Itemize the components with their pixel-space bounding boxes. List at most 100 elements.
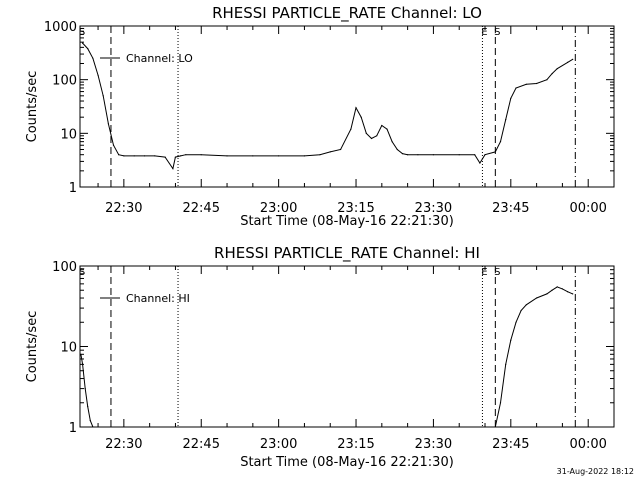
data-point — [118, 154, 120, 156]
data-point — [561, 288, 564, 290]
event-marker-label: S — [494, 267, 500, 278]
data-point — [80, 353, 82, 355]
x-tick-label: 23:45 — [492, 201, 529, 216]
data-point — [92, 57, 94, 59]
y-tick-label: 10 — [60, 127, 77, 142]
data-point — [505, 119, 507, 121]
data-point — [180, 155, 182, 157]
data-point — [551, 73, 553, 75]
x-tick-label: 23:15 — [337, 201, 374, 216]
x-tick-label: 22:30 — [105, 201, 142, 216]
data-point — [417, 154, 419, 156]
data-point — [355, 107, 357, 109]
data-point — [386, 128, 388, 130]
chart-panel-hi: RHESSI PARTICLE_RATE Channel: HI 1 10 100 22… — [25, 244, 615, 470]
data-point — [567, 291, 569, 293]
chart-title: RHESSI PARTICLE_RATE Channel: HI — [214, 244, 480, 263]
x-tick-label: 22:30 — [105, 437, 142, 452]
data-point — [494, 151, 496, 153]
data-point — [556, 68, 558, 70]
series-line — [80, 354, 94, 427]
y-tick-label: 1000 — [44, 20, 77, 35]
data-point — [515, 321, 517, 323]
y-tick-label: 100 — [52, 74, 77, 89]
x-tick-label: 00:00 — [569, 437, 606, 452]
data-point — [133, 155, 135, 157]
x-tick-label: 22:45 — [183, 201, 220, 216]
y-tick-label: 1 — [69, 421, 77, 436]
data-point — [172, 168, 174, 170]
x-tick-label: 23:00 — [260, 437, 297, 452]
y-tick-label: 10 — [60, 341, 77, 356]
y-axis-label: Counts/sec — [25, 71, 40, 143]
chart-title: RHESSI PARTICLE_RATE Channel: LO — [212, 4, 482, 23]
event-marker-label: S — [79, 27, 85, 38]
data-point — [401, 153, 404, 155]
data-point — [525, 83, 527, 85]
data-point — [474, 154, 476, 156]
y-axis-label: Counts/sec — [25, 311, 40, 383]
data-point — [458, 154, 460, 156]
data-point — [92, 426, 94, 427]
event-marker-label: E — [481, 267, 487, 278]
data-point — [407, 154, 409, 156]
data-point — [84, 388, 86, 390]
data-point — [200, 154, 202, 156]
x-axis-label: Start Time (08-May-16 22:21:30) — [240, 214, 454, 229]
data-point — [112, 144, 115, 146]
data-point — [505, 363, 507, 365]
data-point — [536, 297, 538, 299]
y-tick-label: 100 — [52, 260, 77, 275]
data-point — [154, 155, 156, 157]
data-point — [89, 420, 91, 422]
data-point — [164, 156, 166, 158]
data-point — [546, 79, 548, 81]
data-point — [87, 405, 89, 408]
data-point — [381, 124, 383, 127]
x-tick-label: 22:45 — [183, 437, 220, 452]
data-point — [252, 155, 254, 157]
plot-frame — [79, 25, 615, 188]
data-point — [340, 148, 342, 151]
data-point — [510, 97, 512, 99]
data-point — [432, 154, 434, 156]
data-point — [494, 426, 496, 427]
data-point — [510, 339, 512, 341]
data-point — [556, 286, 558, 288]
y-tick-label: 1 — [69, 181, 77, 196]
data-point — [365, 132, 367, 134]
data-point — [82, 42, 84, 44]
footer-timestamp: 31-Aug-2022 18:12 — [557, 467, 634, 476]
data-point — [376, 135, 378, 137]
x-axis-label: Start Time (08-May-16 22:21:30) — [240, 455, 454, 470]
x-tick-label: 23:30 — [415, 201, 452, 216]
data-point — [319, 154, 321, 156]
data-point — [396, 148, 398, 151]
data-point — [350, 128, 352, 130]
legend-label: Channel: HI — [126, 292, 190, 305]
series-line — [494, 286, 573, 427]
data-point — [97, 74, 99, 76]
legend-label: Channel: LO — [126, 52, 193, 65]
data-point — [143, 155, 146, 157]
data-point — [479, 162, 481, 164]
data-point — [278, 155, 280, 157]
data-point — [536, 82, 538, 85]
data-point — [226, 155, 228, 157]
data-point — [391, 141, 393, 143]
data-point — [515, 87, 517, 89]
data-point — [185, 154, 187, 156]
data-point — [484, 154, 486, 156]
data-point — [551, 289, 553, 291]
event-marker-label: E — [481, 27, 487, 38]
data-point — [360, 116, 362, 118]
data-point — [303, 155, 305, 157]
data-point — [329, 151, 331, 153]
data-point — [520, 309, 522, 312]
data-point — [370, 137, 373, 140]
data-point — [572, 293, 574, 295]
plot-frame — [79, 265, 615, 428]
data-point — [82, 363, 84, 365]
x-tick-label: 23:00 — [260, 201, 297, 216]
